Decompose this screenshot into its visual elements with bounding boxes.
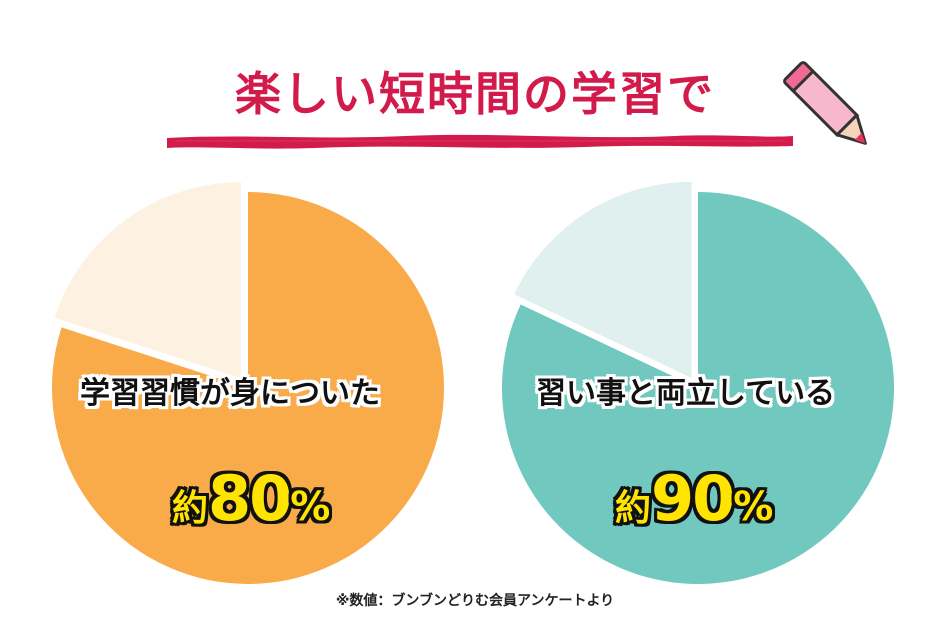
chart-1-value-unit: % <box>290 484 331 530</box>
chart-1-value-number: 80 <box>208 462 292 535</box>
chart-1-label: 学習習慣が身についた <box>80 376 380 411</box>
page-title: 楽しい短時間の学習で <box>235 67 715 121</box>
chart-2-value-prefix: 約 <box>615 488 652 529</box>
chart-2-value-number: 90 <box>651 462 735 535</box>
chart-1-slice-2 <box>54 182 241 379</box>
chart-2-value: 約90% <box>615 462 773 535</box>
chart-1-value-prefix: 約 <box>172 488 209 529</box>
chart-2-slice-2 <box>514 181 692 378</box>
footnote: ※数値：ブンブンどりむ会員アンケートより <box>335 593 615 609</box>
title-underline <box>167 134 793 149</box>
chart-2-label: 習い事と両立している <box>536 376 836 411</box>
chart-1-value: 約80% <box>172 462 330 535</box>
chart-2-slice-1 <box>502 192 894 584</box>
chart-1-slice-1 <box>52 192 445 584</box>
chart-2-value-unit: % <box>733 484 774 530</box>
pencil-icon <box>783 61 867 145</box>
